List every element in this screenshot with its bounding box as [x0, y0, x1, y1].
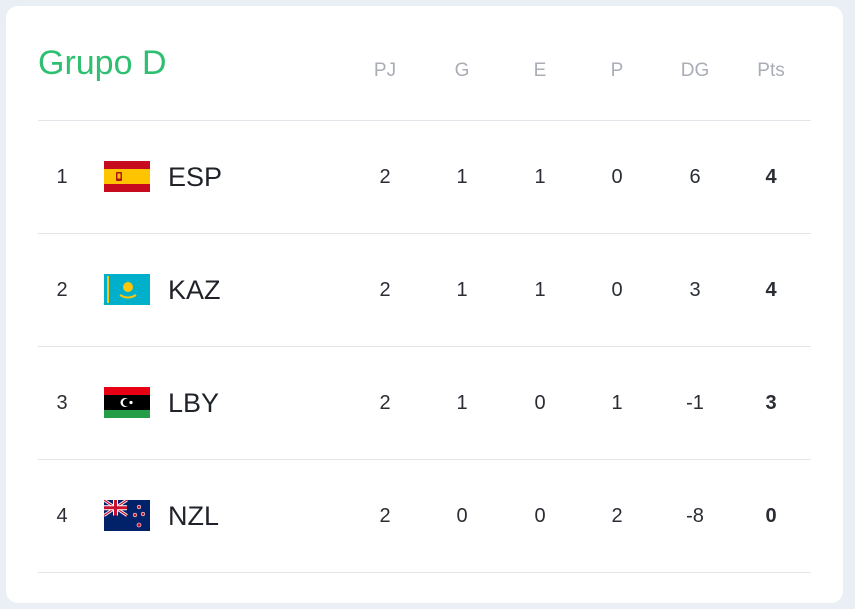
stat: 0 — [456, 504, 468, 527]
divider — [38, 346, 811, 347]
column-header: P — [610, 60, 624, 81]
stat: 1 — [456, 278, 468, 301]
flag — [104, 386, 150, 418]
stat: 2 — [379, 278, 391, 301]
stat: 2 — [611, 504, 623, 527]
stat: 2 — [379, 504, 391, 527]
flag-box — [104, 386, 150, 418]
stat: 1 — [534, 278, 546, 301]
divider — [38, 120, 811, 121]
stat: 1 — [456, 391, 468, 414]
stat: 0 — [534, 391, 546, 414]
rank: 4 — [56, 504, 68, 527]
flag-box — [103, 498, 150, 531]
team-code: LBY — [168, 387, 220, 418]
stat: 0 — [611, 278, 623, 301]
rank: 2 — [56, 278, 68, 301]
rank: 3 — [56, 391, 68, 414]
stat: 0 — [534, 504, 546, 527]
points: 4 — [765, 278, 777, 301]
column-header: Pts — [757, 60, 785, 81]
column-header: G — [454, 60, 470, 81]
stat: 0 — [611, 165, 623, 188]
stat: -8 — [686, 504, 704, 527]
stat: 1 — [611, 391, 623, 414]
team-code: KAZ — [168, 274, 221, 305]
stat: 2 — [379, 391, 391, 414]
stat: 3 — [689, 278, 701, 301]
flag-box — [104, 273, 150, 305]
flag — [103, 498, 150, 531]
flag-box — [104, 160, 150, 192]
stat: 1 — [456, 165, 468, 188]
flag — [104, 160, 150, 192]
flag — [104, 273, 150, 305]
team-code: NZL — [168, 500, 220, 531]
divider — [38, 459, 811, 460]
team-code: ESP — [168, 161, 223, 192]
divider — [38, 572, 811, 573]
stat: -1 — [686, 391, 704, 414]
points: 4 — [765, 165, 777, 188]
group-title: Grupo D — [38, 44, 167, 82]
column-header: DG — [680, 60, 710, 81]
divider — [38, 233, 811, 234]
points: 0 — [765, 504, 777, 527]
stat: 2 — [379, 165, 391, 188]
stat: 6 — [689, 165, 701, 188]
points: 3 — [765, 391, 777, 414]
stat: 1 — [534, 165, 546, 188]
rank: 1 — [56, 165, 68, 188]
standings-card: Grupo D PJ G E P DG Pts 1 ESP 2 1 1 0 6 4 2 KAZ 2 1 1 0 3 4 3 L… — [6, 6, 843, 603]
column-header: E — [533, 60, 547, 81]
column-header: PJ — [373, 60, 397, 81]
